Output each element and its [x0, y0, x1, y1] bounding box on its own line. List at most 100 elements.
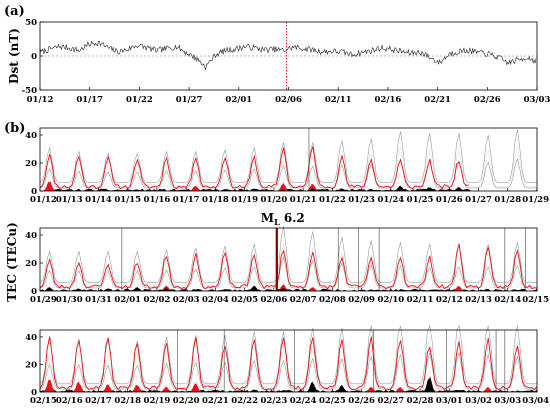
tec-negative-anomaly — [452, 187, 465, 191]
tec-x-tick-label: 02/19 — [144, 396, 171, 406]
tec-x-tick-label: 02/15 — [522, 295, 549, 305]
tec-positive-anomaly — [306, 183, 319, 191]
tec-negative-anomaly — [335, 188, 348, 191]
dst-x-tick-label: 02/11 — [325, 95, 352, 105]
tec-x-tick-label: 02/27 — [377, 396, 404, 406]
tec-x-tick-label: 01/17 — [173, 195, 200, 205]
tec-x-tick-label: 01/16 — [144, 195, 171, 205]
tec-negative-anomaly — [423, 376, 436, 392]
tec-positive-anomaly — [160, 386, 173, 392]
tec-x-tick-label: 02/05 — [231, 295, 258, 305]
tec-x-tick-label: 01/27 — [465, 195, 492, 205]
tec-x-tick-label: 02/10 — [377, 295, 404, 305]
tec-negative-anomaly — [423, 187, 436, 191]
tec-y-tick-label: 0 — [31, 287, 37, 297]
tec-x-tick-label: 01/28 — [494, 195, 521, 205]
panel-label-a: (a) — [4, 4, 25, 19]
tec-x-tick-label: 01/25 — [407, 195, 434, 205]
tec-x-tick-label: 01/18 — [202, 195, 229, 205]
tec-x-tick-label: 02/07 — [290, 295, 317, 305]
tec-x-tick-label: 03/01 — [436, 396, 463, 406]
tec-x-tick-label: 01/23 — [348, 195, 375, 205]
panel-label-b: (b) — [4, 121, 25, 136]
tec-x-tick-label: 02/20 — [173, 396, 200, 406]
tec-x-tick-label: 01/13 — [56, 195, 83, 205]
tec-x-tick-label: 02/02 — [144, 295, 171, 305]
dst-panel: -50 0 50 01/12 01/17 01/22 01/27 02/01 02/06 02/1… — [4, 4, 550, 105]
tec-negative-anomaly-baseline — [40, 389, 537, 392]
tec-positive-anomaly — [131, 384, 143, 392]
dst-series-line — [39, 40, 537, 72]
magnitude-value: 6.2 — [280, 211, 305, 225]
tec-positive-anomaly — [394, 387, 407, 392]
dst-x-tick-label: 02/01 — [225, 95, 252, 105]
magnitude-prefix: M — [261, 211, 274, 225]
tec-x-tick-label: 01/20 — [260, 195, 287, 205]
tec-x-tick-label: 02/25 — [319, 396, 346, 406]
dst-x-tick-label: 03/03 — [524, 95, 550, 105]
dst-x-tick-label: 01/17 — [76, 95, 103, 105]
tec-positive-anomaly — [482, 386, 494, 392]
tec-x-tick-label: 02/13 — [465, 295, 492, 305]
tec-x-tick-label: 01/15 — [114, 195, 141, 205]
tec-y-tick-label: 20 — [25, 159, 37, 169]
tec-x-tick-label: 01/26 — [436, 195, 463, 205]
dst-x-tick-label: 02/16 — [375, 95, 402, 105]
tec-x-tick-label: 02/26 — [348, 396, 375, 406]
tec-positive-anomaly — [365, 386, 377, 392]
tec-x-tick-label: 01/19 — [231, 195, 258, 205]
tec-x-tick-label: 03/03 — [494, 396, 521, 406]
tec-x-tick-label: 02/23 — [260, 396, 287, 406]
tec-negative-anomaly — [335, 385, 348, 392]
tec-panel-2: 0 20 40 01/29 01/30 01/31 02/01 02/02 02/03 02/04… — [25, 225, 549, 305]
tec-x-tick-label: 02/09 — [348, 295, 375, 305]
tec-x-tick-label: 01/14 — [85, 195, 112, 205]
tec-positive-anomaly — [277, 182, 290, 191]
earthquake-magnitude-label: ML 6.2 — [261, 211, 305, 227]
tec-x-tick-label: 01/12 — [30, 195, 57, 205]
dst-x-tick-label: 01/12 — [27, 95, 54, 105]
tec-y-tick-label: 0 — [31, 388, 37, 398]
tec-negative-anomaly — [248, 389, 260, 392]
tec-axes-frame — [39, 329, 538, 393]
dst-x-tick-label: 02/26 — [474, 95, 501, 105]
tec-x-tick-label: 02/24 — [290, 396, 317, 406]
tec-negative-anomaly — [43, 287, 56, 291]
tec-x-tick-label: 02/01 — [114, 295, 141, 305]
tec-negative-anomaly — [131, 287, 143, 291]
tec-panel-3: 0 20 40 02/15 02/16 02/17 02/18 02/19 02/20 02/21… — [25, 324, 549, 406]
dst-x-tick-label: 02/06 — [275, 95, 302, 105]
tec-y-tick-label: 20 — [25, 360, 37, 370]
tec-axes-frame — [39, 227, 538, 292]
tec-positive-anomaly — [306, 287, 319, 291]
tec-positive-anomaly — [43, 181, 56, 191]
tec-x-tick-label: 02/03 — [173, 295, 200, 305]
tec-observed-line — [39, 146, 469, 190]
tec-lower-bound-line — [39, 352, 538, 390]
tec-positive-anomaly — [452, 285, 465, 291]
tec-negative-anomaly-baseline — [40, 188, 537, 191]
figure-labels: (b) TEC (TECu) ML 6.2 — [4, 121, 305, 302]
tec-positive-anomaly — [72, 381, 85, 392]
tec-x-tick-label: 01/21 — [290, 195, 317, 205]
tec-x-tick-label: 02/17 — [85, 396, 112, 406]
dst-y-tick-label: 0 — [31, 52, 37, 62]
tec-x-tick-label: 03/02 — [465, 396, 492, 406]
tec-x-tick-label: 01/22 — [319, 195, 346, 205]
tec-x-tick-label: 02/28 — [407, 396, 434, 406]
tec-x-tick-label: 01/29 — [522, 195, 549, 205]
tec-positive-anomaly — [101, 384, 114, 392]
tec-negative-anomaly — [101, 288, 114, 291]
tec-y-tick-label: 20 — [25, 259, 37, 269]
tec-positive-anomaly — [160, 285, 173, 291]
tec-x-tick-label: 02/08 — [319, 295, 346, 305]
tec-positive-anomaly — [43, 379, 56, 392]
dst-x-tick-label: 01/22 — [126, 95, 153, 105]
tec-observed-line — [39, 336, 538, 391]
tec-y-tick-label: 0 — [31, 187, 37, 197]
tec-x-tick-label: 01/31 — [85, 295, 112, 305]
magnitude-subscript: L — [274, 217, 280, 227]
tec-negative-anomaly — [72, 288, 85, 291]
tec-negative-anomaly — [394, 185, 407, 191]
